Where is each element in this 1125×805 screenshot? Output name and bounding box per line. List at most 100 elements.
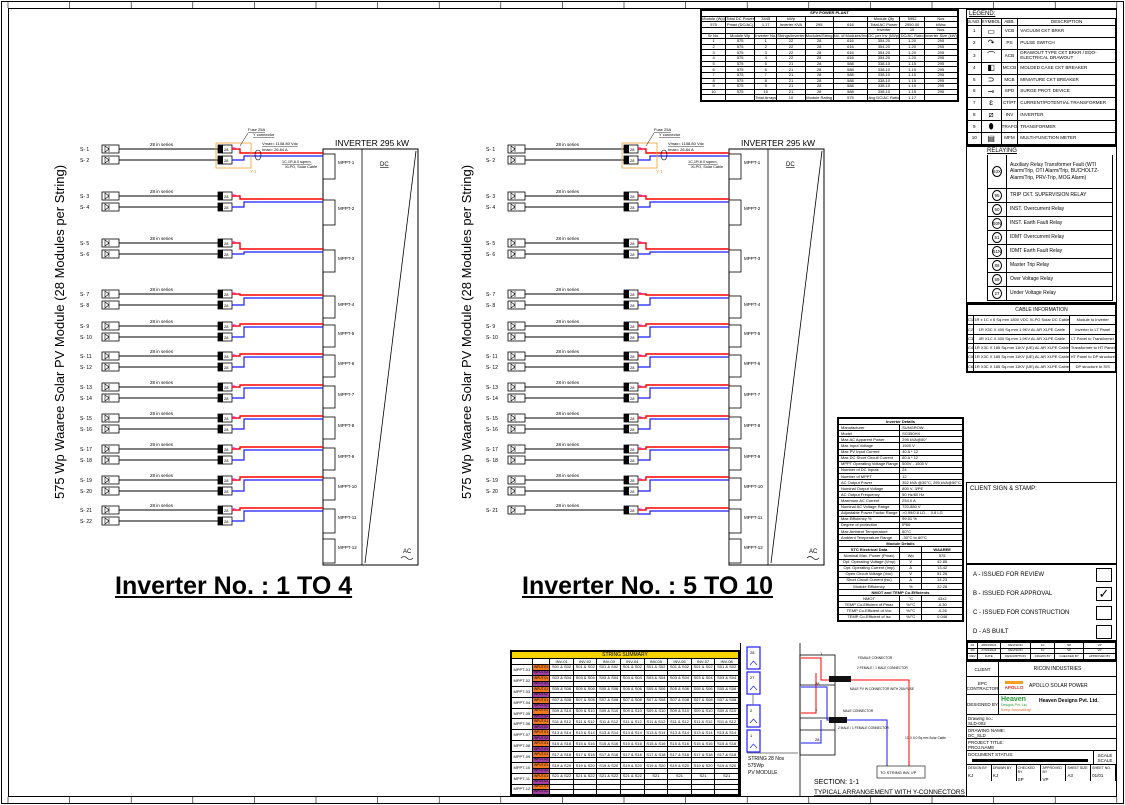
mppt-row: INPUT-02 <box>512 724 739 731</box>
legend-row: 6 ⊸ SPD SURGE PROT. DEVICE <box>967 85 1116 99</box>
status-checkbox[interactable] <box>1096 567 1112 582</box>
connector-count: 28 <box>630 252 635 257</box>
mppt-label: MPPT-7 <box>338 392 355 397</box>
table-cell: TEMP Co-Efficient of Isc <box>837 613 901 621</box>
mppt-input-box <box>728 477 742 501</box>
legend-number: 6 <box>967 85 982 99</box>
string-label: S- 16 <box>80 427 92 433</box>
empty-cell <box>596 788 622 796</box>
pv-string-icon <box>507 444 526 454</box>
y-connector-box <box>215 142 252 169</box>
section-1-1-panel <box>740 643 966 797</box>
status-checkbox[interactable] <box>1096 624 1112 639</box>
string-label: S- 18 <box>486 458 498 464</box>
pv-string-icon <box>507 332 526 342</box>
mppt-input-box <box>322 416 336 440</box>
series-label: 28 in series <box>556 287 580 292</box>
wire-label: 1 <box>815 707 818 712</box>
relay-code-icon: 86 <box>992 260 1002 271</box>
connector-count: 28 <box>224 416 229 421</box>
series-label: 28 in series <box>556 142 580 147</box>
connector-note: FEMALE CONNECTOR <box>858 656 893 660</box>
table-cell: 1.17 <box>899 94 925 101</box>
legend-number: 5 <box>967 73 982 87</box>
drawing-no-label: Drawing no.: <box>968 716 994 721</box>
positive-cable <box>638 507 729 511</box>
diode-icon <box>104 394 110 402</box>
status-label: D - AS BUILT <box>973 628 1009 635</box>
table-row: Nominal Output Voltage 800 V, 3/PE <box>837 485 963 493</box>
connector-count: 28 <box>630 324 635 329</box>
status-checkbox[interactable] <box>1096 605 1112 620</box>
mppt-label: MPPT-5 <box>744 331 761 336</box>
legend-number: 8 <box>967 108 982 122</box>
mppt-label: MPPT-11 <box>338 515 357 520</box>
diode-icon <box>510 290 516 298</box>
inverter-diagonal <box>364 150 417 564</box>
positive-cable <box>232 476 323 481</box>
legend-number: 1 <box>967 25 982 38</box>
wire-label: 28 <box>815 737 820 742</box>
empty-cell <box>714 691 739 698</box>
footer-label: APPROVED BY <box>1042 766 1062 774</box>
relay-description: INST. Overcurrent Relay <box>1010 206 1065 213</box>
cable-route: Transformer to HT Panel <box>1069 343 1116 354</box>
diode-icon <box>104 476 110 484</box>
module-number: 27 <box>750 675 755 680</box>
status-option: D - AS BUILT <box>967 622 1116 641</box>
table-cell: 0.046 <box>921 613 963 621</box>
header-row: Sr No. Module Wp Inverter No. Strings/Inver… <box>700 32 959 40</box>
connector-body <box>218 145 223 153</box>
connector-count: 28 <box>224 396 229 401</box>
connector-body <box>624 476 629 484</box>
negative-cable <box>232 510 323 522</box>
spec-value: 800 V, 3/PE <box>899 485 963 493</box>
connector-count: 28 <box>630 427 635 432</box>
positive-cable <box>638 242 729 250</box>
connector-body <box>218 250 223 258</box>
cable-tray <box>799 654 836 756</box>
connector-count: 28 <box>630 241 635 246</box>
pv-string-icon <box>507 321 526 331</box>
footer-value: A3 <box>1067 773 1073 778</box>
mppt-input-box <box>728 153 742 180</box>
series-label: 28 in series <box>150 236 174 241</box>
mppt-label: MPPT-8 <box>338 423 355 428</box>
footer-value: 01/01 <box>1092 773 1104 778</box>
mppt-row: INPUT-02 <box>512 702 739 709</box>
connector-count: 28 <box>630 489 635 494</box>
y-connector <box>637 446 645 450</box>
string-label: S- 20 <box>80 489 92 495</box>
cable-row: C6 1R X3C X 185 Sq.mm 11KV (UE) AL AR XLP… <box>966 361 1116 373</box>
table-row: Model SG350HX <box>837 430 963 438</box>
connector-body <box>624 322 629 330</box>
transformer-icon: ⬮ <box>980 120 1002 134</box>
epc-label: EPC CONTRACTOR <box>967 677 999 694</box>
string-label: S- 15 <box>80 416 92 422</box>
legend-row: 7 ɛ CT/PT CURRENT/POTENTIAL TRANSFORMER <box>967 97 1116 110</box>
pv-string-icon <box>507 486 526 496</box>
legend-abbreviation: CT/PT <box>1000 97 1019 110</box>
empty-cell <box>714 724 739 731</box>
positive-cable <box>232 242 323 250</box>
footer-label: CHECKED BY <box>1017 766 1035 774</box>
pv-string-icon <box>101 300 120 310</box>
connector-count: 28 <box>630 447 635 452</box>
pv-string-icon <box>101 191 120 201</box>
empty-cell <box>690 788 716 796</box>
mppt-row: INPUT-02 <box>512 735 739 742</box>
leader-line <box>645 132 655 147</box>
spec-label: Nominal AC Voltage Range <box>837 503 901 511</box>
status-checkbox[interactable]: ✓ <box>1096 586 1112 601</box>
string-label: S- 12 <box>486 365 498 371</box>
empty-cell <box>714 702 739 709</box>
connector-count: 28 <box>224 252 229 257</box>
pv-module-icon <box>746 704 761 728</box>
column-header: Strings/Inverter <box>776 32 806 40</box>
string-label: S- 7 <box>80 292 89 298</box>
ct-pt-icon: ɛ <box>980 97 1002 110</box>
pv-string-icon <box>101 362 120 372</box>
designer-name: Heaven Designs Pvt. Ltd. <box>1039 698 1099 704</box>
positive-cable <box>232 384 323 388</box>
title-row: STRING SUMMARY <box>511 650 739 660</box>
